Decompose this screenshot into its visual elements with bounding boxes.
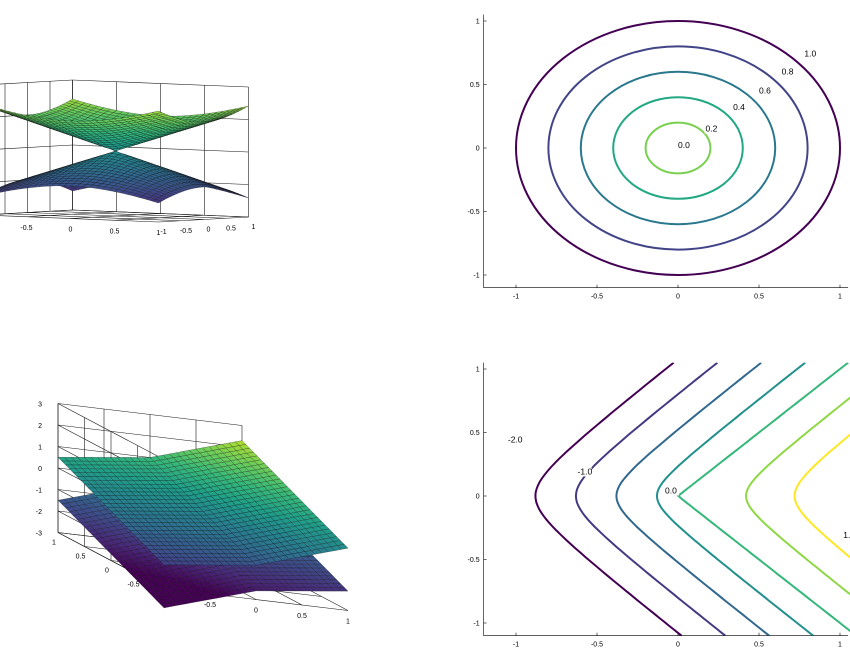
cont1-contour-line xyxy=(644,121,712,175)
surf2-lower-surface-patch xyxy=(337,587,349,592)
surf1-grid-floor-y xyxy=(0,215,159,223)
cont1-y-tick: -0.5 xyxy=(468,209,480,216)
cont1-label-bg xyxy=(732,102,746,112)
surf2-z-tick: 1 xyxy=(38,445,42,452)
cont2-contour-line xyxy=(744,396,850,596)
cont2-contour-label: 1.0 xyxy=(843,530,850,540)
surf1-x-tick: 0.5 xyxy=(110,228,120,235)
surf2-x-tick: -0.5 xyxy=(204,602,216,609)
surf2-y-tick: -0.5 xyxy=(127,582,139,589)
surf2-x-tick: 0 xyxy=(254,608,258,615)
cont2-y-tick: -1 xyxy=(473,621,479,628)
surf1-x-tick: -0.5 xyxy=(20,225,32,232)
cont2-contour-line xyxy=(676,362,850,633)
surf1-grid-floor-y xyxy=(49,210,227,219)
cont1-label-bg xyxy=(677,141,690,150)
cont1-contour-label: 0.0 xyxy=(678,140,690,150)
cont1-x-tick: 1 xyxy=(838,294,842,301)
contour-plot-bottom-right: -1 -1 -0.5 -0.5 0 0 0.5 0.5 1 1 -2.0 -1.0 0.0 1.0 xyxy=(468,362,850,649)
cont2-contour-label: -2.0 xyxy=(508,435,523,445)
cont2-contour-label: -1.0 xyxy=(578,466,593,476)
surf2-upper-surface-patch xyxy=(337,544,349,550)
cont2-x-tick: -1 xyxy=(513,642,519,649)
surf2-y-tick: 1 xyxy=(52,540,56,547)
surf1-x-tick: 1 xyxy=(157,230,161,237)
surf1-x-tick: 0 xyxy=(69,227,73,234)
cont2-contour-line xyxy=(534,362,683,636)
cont1-contour-label: 0.4 xyxy=(733,102,745,112)
cont1-contour-label: 0.2 xyxy=(706,123,718,133)
cont2-y-tick: 0 xyxy=(476,494,480,501)
surf1-grid-side-z xyxy=(0,79,73,85)
cont1-contour-label: 0.6 xyxy=(759,85,771,95)
surf2-grid-back-z xyxy=(57,424,243,448)
surf1-grid-floor-y xyxy=(27,212,204,220)
cont1-x-tick: -1 xyxy=(513,294,519,301)
surf2-z-tick: 2 xyxy=(38,423,42,430)
cont1-label-bg xyxy=(780,67,794,77)
surf1-grid-back-z xyxy=(72,79,249,88)
cont1-y-tick: -1 xyxy=(473,273,479,280)
surf2-z-tick: 3 xyxy=(38,402,42,409)
cont2-contour-line xyxy=(574,362,726,636)
cont1-contour-line xyxy=(612,96,744,200)
contour-plot-top-right: -1 -1 -0.5 -0.5 0 0 0.5 0.5 1 1 0.0 0.2 0.4 0.6 0.8 1.0 xyxy=(468,14,849,301)
surf2-z-tick: 0 xyxy=(38,466,42,473)
cont2-label-bg xyxy=(842,530,850,540)
cont1-x-tick: -0.5 xyxy=(591,294,603,301)
cont2-label-bg xyxy=(664,486,680,496)
surf2-grid-side-z xyxy=(57,403,165,460)
cont1-contour-label: 0.8 xyxy=(782,66,794,76)
surf1-y-tick: 1 xyxy=(252,224,256,231)
surf2-y-tick: 0 xyxy=(105,568,109,575)
cont1-label-bg xyxy=(803,49,817,59)
surf2-z-tick: -1 xyxy=(36,488,42,495)
cont1-contour-line xyxy=(547,45,809,251)
surf2-x-tick: 1 xyxy=(346,619,350,626)
cont1-y-tick: 1 xyxy=(476,19,480,26)
surf2-grid-back-z xyxy=(57,403,243,426)
cont2-x-tick: -0.5 xyxy=(591,642,603,649)
cont2-x-tick: 1 xyxy=(838,642,842,649)
surf1-y-tick: -0.5 xyxy=(180,228,192,235)
cont2-label-bg xyxy=(576,467,592,477)
surf1-upper-surface-patch xyxy=(151,110,163,115)
surf1-y-tick: -1 xyxy=(160,229,166,236)
surf2-y-tick: 0.5 xyxy=(76,554,86,561)
cont2-x-tick: 0 xyxy=(676,642,680,649)
surf1-axes xyxy=(0,79,249,223)
surf1-grid-floor-y xyxy=(72,209,249,218)
surf1-grid-side-z xyxy=(0,144,73,150)
cont1-contour-line xyxy=(515,20,841,276)
cont2-label-bg xyxy=(506,435,522,445)
surf2-z-tick: -2 xyxy=(36,509,42,516)
surf1-y-tick: 0.5 xyxy=(226,225,236,232)
cont1-y-tick: 0 xyxy=(476,146,480,153)
cont1-label-bg xyxy=(704,124,718,134)
surf2-x-tick: 0.5 xyxy=(297,613,307,620)
cont2-contour-label: 0.0 xyxy=(665,485,677,495)
surf1-y-tick: 0 xyxy=(207,227,211,234)
cont1-contour-label: 1.0 xyxy=(804,49,816,59)
surf1-lower-surface-patch xyxy=(151,199,163,204)
cont1-x-tick: 0.5 xyxy=(754,294,764,301)
cont2-contour-line xyxy=(655,362,814,636)
cont2-y-tick: 0.5 xyxy=(470,430,480,437)
cont2-y-tick: 1 xyxy=(476,367,480,374)
cont1-contour-line xyxy=(579,70,777,226)
cont2-x-tick: 0.5 xyxy=(754,642,764,649)
cont1-x-tick: 0 xyxy=(676,294,680,301)
surf2-z-tick: -3 xyxy=(36,531,42,538)
cont2-y-tick: -0.5 xyxy=(468,557,480,564)
cont2-contour-line xyxy=(793,433,850,559)
cont1-label-bg xyxy=(758,86,771,96)
cont1-y-tick: 0.5 xyxy=(470,82,480,89)
cont2-contour-line xyxy=(615,362,770,636)
surf1-grid-floor-y xyxy=(4,213,182,222)
cont2-contours: -2.0 -1.0 0.0 1.0 xyxy=(506,362,850,636)
